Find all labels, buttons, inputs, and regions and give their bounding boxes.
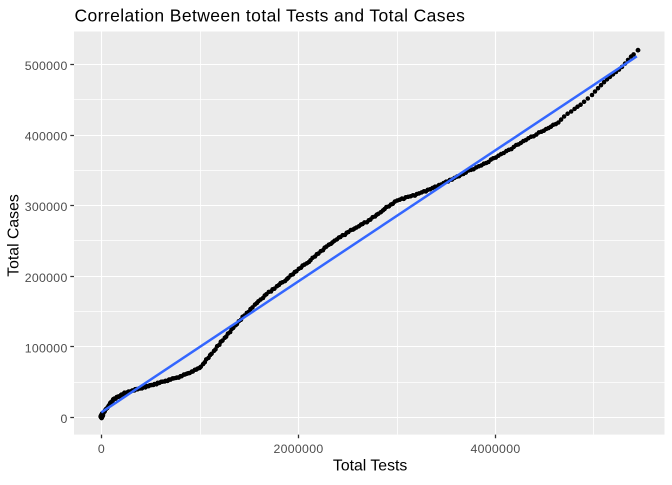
svg-text:300000: 300000	[25, 200, 68, 214]
svg-text:200000: 200000	[25, 271, 68, 285]
svg-text:Correlation Between total Test: Correlation Between total Tests and Tota…	[75, 5, 466, 25]
svg-text:4000000: 4000000	[471, 442, 521, 456]
svg-text:Total Cases: Total Cases	[6, 194, 23, 277]
svg-text:Total Tests: Total Tests	[333, 457, 407, 474]
svg-text:2000000: 2000000	[274, 442, 324, 456]
svg-text:500000: 500000	[25, 59, 68, 73]
svg-text:100000: 100000	[25, 341, 68, 355]
svg-text:0: 0	[60, 412, 67, 426]
svg-text:400000: 400000	[25, 130, 68, 144]
svg-text:0: 0	[98, 442, 105, 456]
